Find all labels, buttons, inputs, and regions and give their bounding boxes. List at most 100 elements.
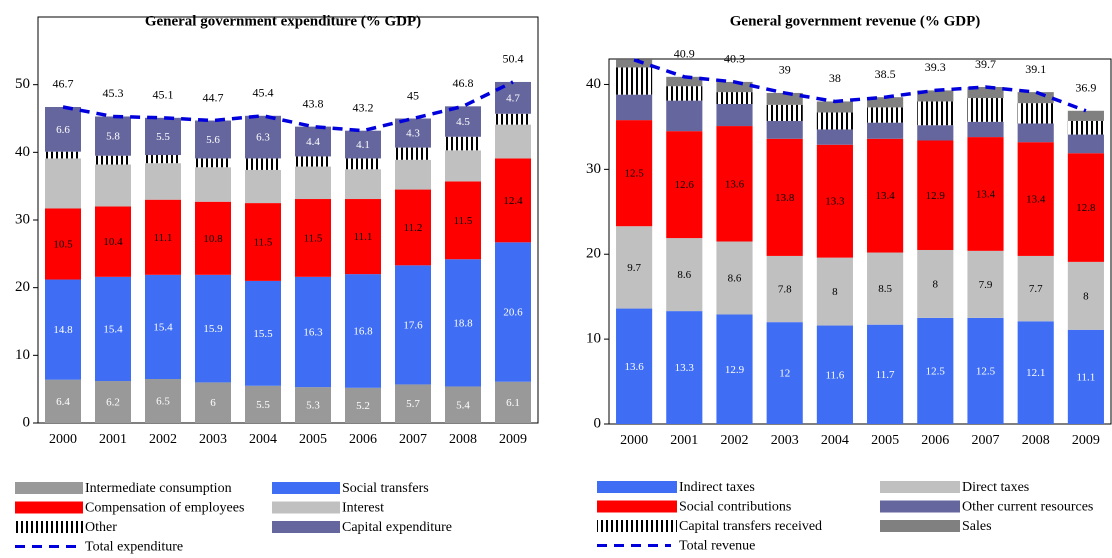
bar-segment [445,150,481,182]
line-label: 40.3 [724,52,745,66]
bar-segment [867,252,904,325]
x-tick-label: 2009 [1072,433,1100,448]
data-label: 11.1 [1076,371,1095,383]
data-label: 7.7 [1029,283,1043,295]
bar-segment [716,241,753,315]
legend-label: Compensation of employees [85,501,244,516]
bar-segment [295,126,331,157]
bar-segment [1067,120,1104,135]
bar-segment [867,138,904,253]
bar-segment [145,163,181,200]
bar-segment [816,257,853,326]
legend-label: Total revenue [679,539,755,554]
data-label: 5.7 [406,398,420,410]
bar-segment [95,276,131,382]
data-label: 14.8 [53,324,73,336]
bar-segment [295,199,331,277]
bar-segment [345,130,381,159]
bar-segment [45,151,81,159]
bar-segment [766,322,803,424]
data-label: 8.6 [728,273,742,285]
legend-label: Other [85,520,117,535]
bar-segment [495,113,531,125]
legend-swatch [597,500,677,513]
data-label: 11.6 [825,369,844,381]
bar-segment [295,276,331,388]
bar-segment [716,126,753,242]
chart-title: General government expenditure (% GDP) [145,13,421,29]
line-label: 39.7 [975,57,996,71]
line-label: 45.4 [253,86,274,100]
x-tick-label: 2008 [1022,433,1050,448]
bar-segment [1067,110,1104,121]
legend-label: Intermediate consumption [85,481,232,496]
bar-segment [445,181,481,260]
data-label: 4.4 [306,136,320,148]
bar-segment [967,121,1004,138]
data-label: 8 [832,286,838,298]
y-tick-label: 10 [15,347,30,363]
legend-label: Social contributions [679,500,791,515]
x-tick-label: 2004 [821,433,849,448]
y-tick-label: 40 [586,76,601,92]
bar-segment [495,158,531,243]
bar-segment [395,384,431,423]
x-tick-label: 2002 [721,433,749,448]
data-label: 10.8 [203,233,223,245]
legend-swatch [15,482,83,494]
data-label: 5.2 [356,400,370,412]
x-tick-label: 2009 [499,432,527,447]
bar-segment [345,274,381,388]
data-label: 13.4 [1026,194,1046,206]
bar-segment [716,314,753,424]
data-label: 6.2 [106,397,120,409]
bar-segment [245,115,281,159]
data-label: 11.5 [254,237,273,249]
bar-segment [716,92,753,104]
data-label: 13.6 [725,178,745,190]
bar-segment [666,311,703,424]
bar-segment [445,386,481,423]
line [62,80,514,133]
legend-swatch [597,520,677,532]
x-tick-label: 2001 [670,433,698,448]
bar-segment [1017,123,1054,143]
data-label: 12 [779,368,790,380]
x-tick-label: 2006 [349,432,377,447]
x-tick-label: 2008 [449,432,477,447]
bar-segment [445,136,481,151]
bar-segment [245,385,281,423]
bar-segment [1067,153,1104,262]
data-label: 13.3 [675,362,695,374]
data-label: 12.5 [976,365,996,377]
bar-segment [816,144,853,258]
x-tick-label: 2001 [99,432,127,447]
line-label: 38 [829,71,841,85]
line-label: 45.1 [153,88,174,102]
data-label: 16.8 [353,326,373,338]
bar-segment [1017,255,1054,322]
bar-segment [766,104,803,121]
legend-swatch [15,521,83,533]
bar-segment [245,280,281,386]
x-tick-label: 2004 [249,432,277,447]
bar-segment [445,106,481,137]
plot-area [608,58,1112,425]
bar-segment [616,308,653,424]
data-label: 10.5 [53,239,73,251]
data-label: 11.5 [304,232,323,244]
data-label: 4.5 [456,116,470,128]
x-tick-label: 2007 [399,432,427,447]
data-label: 11.2 [404,222,423,234]
bar-segment [616,94,653,121]
bar-segment [816,325,853,424]
bar-segment [616,59,653,68]
y-tick-label: 0 [594,415,602,431]
bar-segment [867,107,904,123]
data-label: 11.1 [154,232,173,244]
data-label: 7.8 [778,284,792,296]
bar-segment [967,250,1004,318]
line-label: 45.3 [103,86,124,100]
x-tick-label: 2006 [921,433,949,448]
data-label: 4.3 [406,128,420,140]
